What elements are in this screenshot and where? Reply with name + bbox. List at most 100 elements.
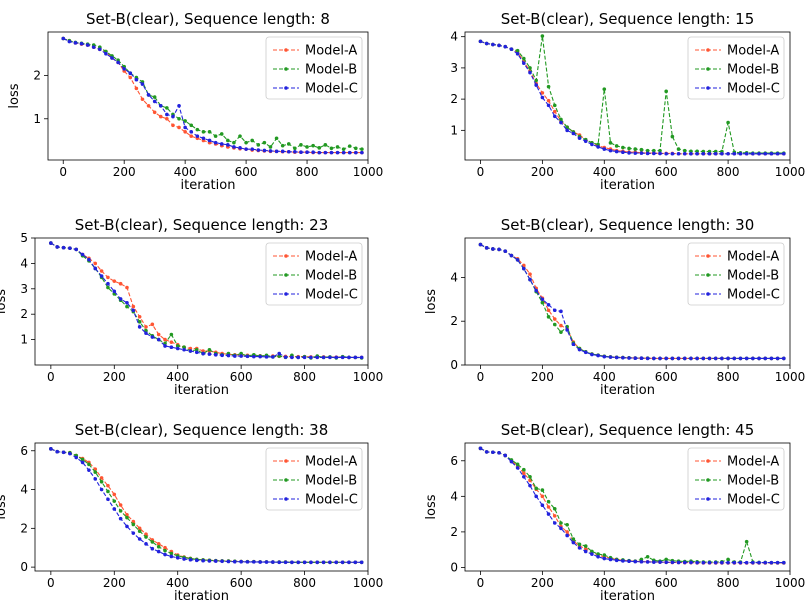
data-point-model-c — [140, 82, 145, 86]
data-point-model-c — [55, 245, 59, 249]
data-point-model-c — [305, 150, 309, 154]
data-point-model-b — [744, 539, 749, 544]
data-point-model-c — [299, 150, 303, 154]
data-point-model-b — [183, 119, 187, 123]
data-point-model-c — [106, 497, 110, 502]
data-point-model-b — [194, 347, 199, 352]
data-point-model-b — [286, 142, 291, 146]
data-point-model-a — [559, 323, 563, 328]
data-point-model-c — [329, 150, 334, 155]
data-point-model-a — [125, 512, 129, 517]
data-point-model-c — [583, 350, 588, 355]
data-point-model-c — [125, 300, 129, 305]
data-point-model-b — [118, 509, 123, 513]
data-point-model-b — [546, 84, 551, 89]
data-point-model-b — [293, 146, 297, 151]
x-tick-label: 200 — [113, 165, 136, 179]
legend-label: Model-C — [305, 82, 358, 97]
legend-label: Model-B — [305, 63, 357, 78]
data-point-model-b — [583, 544, 588, 548]
data-point-model-a — [125, 285, 129, 290]
data-point-model-a — [552, 109, 557, 114]
data-point-model-c — [689, 560, 693, 565]
data-point-model-c — [334, 355, 339, 360]
x-tick-label: 400 — [166, 370, 189, 384]
data-point-model-c — [509, 459, 514, 464]
x-tick-label: 0 — [477, 370, 485, 384]
subplot-title: Set-B(clear), Sequence length: 15 — [501, 10, 755, 28]
subplot-title: Set-B(clear), Sequence length: 30 — [501, 216, 755, 234]
data-point-model-c — [99, 274, 104, 278]
data-point-model-c — [169, 554, 174, 559]
data-point-model-c — [757, 151, 761, 156]
data-point-model-c — [726, 560, 730, 565]
data-point-model-c — [226, 559, 231, 564]
data-point-model-c — [738, 560, 743, 565]
legend-marker — [706, 292, 710, 296]
data-point-model-c — [571, 131, 576, 136]
legend-label: Model-B — [727, 63, 779, 78]
data-point-model-c — [201, 136, 206, 141]
data-point-model-c — [614, 558, 619, 563]
data-point-model-c — [61, 245, 66, 250]
y-tick-label: 2 — [450, 314, 458, 328]
data-point-model-b — [676, 147, 681, 151]
data-point-model-c — [633, 151, 638, 155]
data-point-model-c — [540, 503, 545, 508]
y-tick-label: 0 — [450, 358, 458, 372]
x-tick-label: 400 — [174, 165, 197, 179]
data-point-model-b — [195, 127, 200, 132]
data-point-model-c — [323, 150, 328, 155]
data-point-model-c — [478, 446, 483, 451]
legend-label: Model-B — [727, 474, 779, 489]
legend-marker — [284, 86, 288, 90]
data-point-model-c — [177, 103, 181, 108]
data-point-model-c — [239, 354, 243, 358]
data-point-model-c — [169, 345, 174, 350]
data-point-model-b — [670, 134, 675, 139]
legend-box — [687, 36, 785, 100]
data-point-model-c — [652, 560, 656, 564]
data-point-model-c — [201, 558, 205, 563]
data-point-model-c — [238, 146, 242, 150]
data-point-model-c — [676, 151, 681, 156]
data-point-model-c — [534, 83, 538, 87]
data-point-model-b — [250, 138, 254, 143]
data-point-model-c — [252, 354, 256, 359]
data-point-model-c — [732, 560, 737, 565]
data-point-model-c — [68, 451, 72, 456]
data-point-model-b — [169, 332, 174, 337]
x-tick-label: 400 — [593, 576, 616, 590]
data-point-model-c — [360, 150, 364, 155]
legend-label: Model-A — [305, 44, 357, 59]
data-point-model-c — [315, 355, 320, 360]
data-point-model-c — [258, 354, 262, 359]
data-point-model-b — [522, 467, 526, 472]
data-point-model-c — [522, 266, 526, 271]
data-point-model-c — [726, 356, 730, 361]
data-point-model-c — [757, 356, 761, 361]
data-point-model-a — [156, 332, 161, 337]
data-point-model-c — [286, 149, 291, 154]
series-line-model-b — [480, 36, 784, 154]
data-point-model-c — [315, 560, 320, 565]
x-tick-label: 400 — [593, 165, 616, 179]
data-point-model-c — [782, 356, 786, 361]
legend-label: Model-B — [727, 269, 779, 284]
data-point-model-a — [131, 304, 136, 309]
data-point-model-c — [175, 346, 180, 351]
legend-label: Model-A — [727, 250, 779, 265]
data-point-model-c — [175, 556, 180, 560]
subplot-title: Set-B(clear), Sequence length: 23 — [75, 216, 329, 234]
data-point-model-c — [134, 77, 139, 82]
data-point-model-c — [528, 277, 532, 282]
data-point-model-c — [122, 67, 126, 71]
data-point-model-c — [277, 560, 282, 565]
data-point-model-c — [751, 151, 755, 156]
data-point-model-c — [116, 60, 120, 65]
data-point-model-c — [491, 42, 495, 47]
data-point-model-c — [658, 560, 662, 564]
legend-box — [265, 36, 363, 100]
data-point-model-b — [652, 148, 656, 153]
data-point-model-c — [245, 354, 250, 359]
